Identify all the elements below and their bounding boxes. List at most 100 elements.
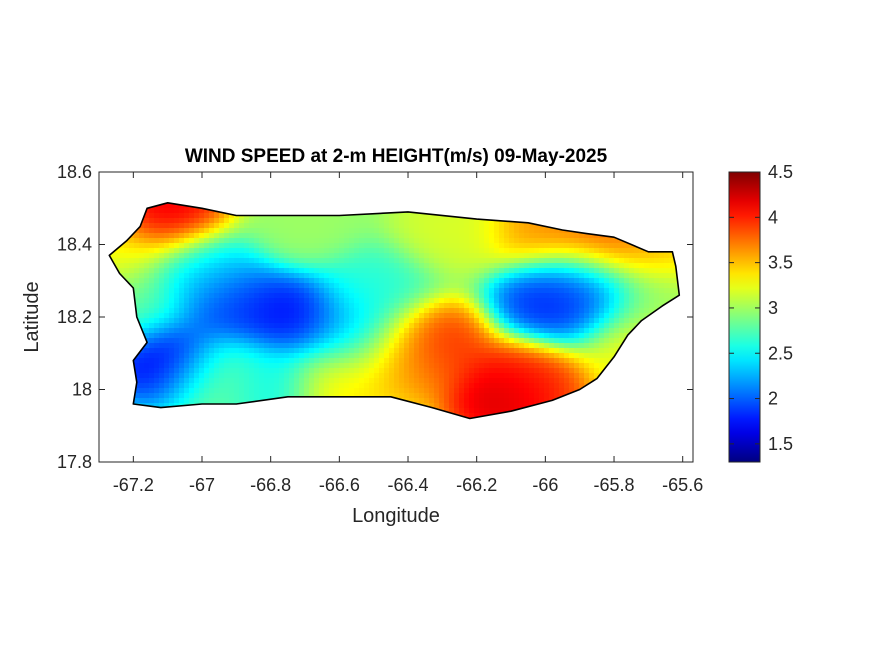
field-cell bbox=[579, 383, 585, 389]
field-cell bbox=[379, 288, 385, 294]
field-cell bbox=[339, 378, 345, 384]
field-cell bbox=[589, 283, 595, 289]
field-cell bbox=[569, 333, 575, 339]
field-cell bbox=[234, 368, 240, 374]
field-cell bbox=[264, 348, 270, 354]
field-cell bbox=[304, 248, 310, 254]
field-cell bbox=[334, 253, 340, 259]
field-cell bbox=[664, 288, 670, 294]
field-cell bbox=[364, 293, 370, 299]
field-cell bbox=[194, 363, 200, 369]
field-cell bbox=[369, 253, 375, 259]
field-cell bbox=[189, 278, 195, 284]
field-cell bbox=[284, 273, 290, 279]
field-cell bbox=[289, 393, 295, 399]
field-cell bbox=[339, 393, 345, 399]
field-cell bbox=[224, 233, 230, 239]
field-cell bbox=[604, 333, 610, 339]
field-cell bbox=[164, 253, 170, 259]
field-cell bbox=[234, 358, 240, 364]
field-cell bbox=[424, 248, 430, 254]
field-cell bbox=[399, 328, 405, 334]
field-cell bbox=[314, 358, 320, 364]
field-cell bbox=[459, 248, 465, 254]
field-cell bbox=[434, 333, 440, 339]
field-cell bbox=[164, 348, 170, 354]
field-cell bbox=[314, 303, 320, 309]
field-cell bbox=[489, 318, 495, 324]
field-cell bbox=[139, 383, 145, 389]
field-cell bbox=[524, 303, 530, 309]
field-cell bbox=[394, 223, 400, 229]
field-cell bbox=[149, 338, 155, 344]
field-cell bbox=[274, 348, 280, 354]
field-cell bbox=[394, 323, 400, 329]
field-cell bbox=[524, 283, 530, 289]
field-cell bbox=[399, 223, 405, 229]
field-cell bbox=[229, 353, 235, 359]
field-cell bbox=[524, 373, 530, 379]
field-cell bbox=[299, 368, 305, 374]
field-cell bbox=[354, 268, 360, 274]
field-cell bbox=[209, 358, 215, 364]
field-cell bbox=[154, 363, 160, 369]
field-cell bbox=[409, 283, 415, 289]
field-cell bbox=[584, 288, 590, 294]
field-cell bbox=[559, 358, 565, 364]
field-cell bbox=[394, 303, 400, 309]
field-cell bbox=[649, 298, 655, 304]
field-cell bbox=[479, 228, 485, 234]
field-cell bbox=[499, 258, 505, 264]
field-cell bbox=[534, 263, 540, 269]
field-cell bbox=[524, 278, 530, 284]
field-cell bbox=[554, 238, 560, 244]
field-cell bbox=[404, 263, 410, 269]
field-cell bbox=[194, 348, 200, 354]
field-cell bbox=[454, 243, 460, 249]
field-cell bbox=[439, 288, 445, 294]
field-cell bbox=[504, 278, 510, 284]
field-cell bbox=[134, 398, 140, 404]
field-cell bbox=[519, 348, 525, 354]
field-cell bbox=[169, 338, 175, 344]
field-cell bbox=[474, 318, 480, 324]
field-cell bbox=[414, 213, 420, 219]
field-cell bbox=[274, 298, 280, 304]
field-cell bbox=[429, 263, 435, 269]
field-cell bbox=[169, 373, 175, 379]
field-cell bbox=[589, 343, 595, 349]
field-cell bbox=[259, 248, 265, 254]
field-cell bbox=[169, 213, 175, 219]
field-cell bbox=[624, 323, 630, 329]
field-cell bbox=[384, 393, 390, 399]
field-cell bbox=[539, 253, 545, 259]
field-cell bbox=[174, 273, 180, 279]
field-cell bbox=[219, 333, 225, 339]
field-cell bbox=[339, 283, 345, 289]
field-cell bbox=[199, 263, 205, 269]
field-cell bbox=[319, 283, 325, 289]
field-cell bbox=[444, 328, 450, 334]
field-cell bbox=[609, 288, 615, 294]
field-cell bbox=[159, 248, 165, 254]
field-cell bbox=[544, 368, 550, 374]
field-cell bbox=[259, 348, 265, 354]
field-cell bbox=[609, 268, 615, 274]
field-cell bbox=[439, 333, 445, 339]
field-cell bbox=[524, 378, 530, 384]
field-cell bbox=[574, 293, 580, 299]
field-cell bbox=[219, 253, 225, 259]
field-cell bbox=[314, 253, 320, 259]
field-cell bbox=[499, 298, 505, 304]
field-cell bbox=[394, 388, 400, 394]
field-cell bbox=[334, 243, 340, 249]
field-cell bbox=[369, 393, 375, 399]
field-cell bbox=[659, 293, 665, 299]
field-cell bbox=[279, 263, 285, 269]
field-cell bbox=[604, 348, 610, 354]
field-cell bbox=[594, 323, 600, 329]
field-cell bbox=[399, 298, 405, 304]
field-cell bbox=[174, 248, 180, 254]
field-cell bbox=[409, 318, 415, 324]
field-cell bbox=[599, 243, 605, 249]
